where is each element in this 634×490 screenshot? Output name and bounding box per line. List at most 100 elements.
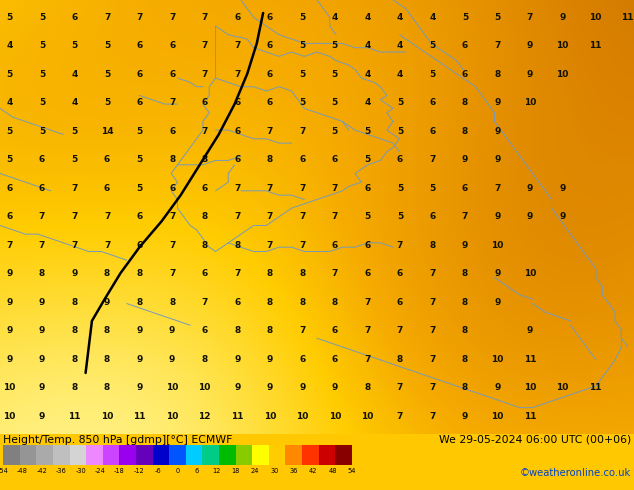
Text: 6: 6 xyxy=(234,13,240,22)
Text: 6: 6 xyxy=(39,155,45,164)
Text: 6: 6 xyxy=(365,270,370,278)
Text: 10: 10 xyxy=(557,383,569,392)
Text: 9: 9 xyxy=(559,184,566,193)
Text: 5: 5 xyxy=(299,41,306,50)
Text: -42: -42 xyxy=(37,468,48,474)
Text: 9: 9 xyxy=(299,383,306,392)
Text: 11: 11 xyxy=(231,412,243,421)
Text: 4: 4 xyxy=(364,70,371,79)
Text: 7: 7 xyxy=(39,241,45,250)
Text: 7: 7 xyxy=(202,127,208,136)
Text: 11: 11 xyxy=(589,383,602,392)
Text: 4: 4 xyxy=(397,41,403,50)
Text: 6: 6 xyxy=(39,184,45,193)
Text: 5: 5 xyxy=(397,212,403,221)
Text: -30: -30 xyxy=(75,468,86,474)
Text: 7: 7 xyxy=(202,70,208,79)
Text: 10: 10 xyxy=(296,412,309,421)
Text: 5: 5 xyxy=(397,184,403,193)
Bar xyxy=(186,445,202,465)
Text: 6: 6 xyxy=(267,41,273,50)
Text: 9: 9 xyxy=(495,98,501,107)
Text: 7: 7 xyxy=(332,270,338,278)
Text: 5: 5 xyxy=(462,13,468,22)
Text: 5: 5 xyxy=(299,13,306,22)
Text: 8: 8 xyxy=(202,212,208,221)
Text: 9: 9 xyxy=(495,155,501,164)
Text: 54: 54 xyxy=(347,468,356,474)
Text: 4: 4 xyxy=(6,98,13,107)
Text: 6: 6 xyxy=(397,155,403,164)
Text: 7: 7 xyxy=(332,184,338,193)
Text: 9: 9 xyxy=(6,326,13,335)
Text: 7: 7 xyxy=(397,241,403,250)
Text: 7: 7 xyxy=(495,41,501,50)
Text: 7: 7 xyxy=(104,241,110,250)
Text: 7: 7 xyxy=(397,412,403,421)
Text: 9: 9 xyxy=(234,355,240,364)
Bar xyxy=(36,445,53,465)
Bar xyxy=(136,445,153,465)
Text: 4: 4 xyxy=(332,13,338,22)
Text: 9: 9 xyxy=(527,212,533,221)
Text: 12: 12 xyxy=(198,412,211,421)
Text: 4: 4 xyxy=(397,70,403,79)
Text: 7: 7 xyxy=(266,184,273,193)
Text: 10: 10 xyxy=(166,383,178,392)
Text: 8: 8 xyxy=(72,383,78,392)
Text: 10: 10 xyxy=(101,412,113,421)
Text: 8: 8 xyxy=(462,270,468,278)
Text: 30: 30 xyxy=(270,468,278,474)
Text: 7: 7 xyxy=(169,98,176,107)
Text: 5: 5 xyxy=(495,13,501,22)
Text: 5: 5 xyxy=(6,13,13,22)
Text: 6: 6 xyxy=(72,13,78,22)
Text: 9: 9 xyxy=(6,355,13,364)
Text: 8: 8 xyxy=(72,298,78,307)
Text: 7: 7 xyxy=(495,184,501,193)
Text: 8: 8 xyxy=(202,155,208,164)
Text: 6: 6 xyxy=(234,98,240,107)
Text: 10: 10 xyxy=(491,412,503,421)
Text: 7: 7 xyxy=(299,184,306,193)
Text: 6: 6 xyxy=(429,98,436,107)
Text: 7: 7 xyxy=(397,326,403,335)
Text: 4: 4 xyxy=(397,13,403,22)
Text: 5: 5 xyxy=(429,70,436,79)
Text: 6: 6 xyxy=(136,212,143,221)
Text: 6: 6 xyxy=(234,127,240,136)
Text: 8: 8 xyxy=(39,270,45,278)
Text: 8: 8 xyxy=(234,241,240,250)
Bar xyxy=(169,445,186,465)
Text: 6: 6 xyxy=(332,241,338,250)
Text: -54: -54 xyxy=(0,468,9,474)
Text: 7: 7 xyxy=(462,212,468,221)
Bar xyxy=(302,445,319,465)
Text: 7: 7 xyxy=(169,270,176,278)
Text: 5: 5 xyxy=(39,13,45,22)
Text: 5: 5 xyxy=(299,70,306,79)
Text: 6: 6 xyxy=(169,127,176,136)
Text: 7: 7 xyxy=(429,270,436,278)
Text: 8: 8 xyxy=(202,241,208,250)
Text: 6: 6 xyxy=(195,468,199,474)
Text: 6: 6 xyxy=(104,155,110,164)
Text: 9: 9 xyxy=(559,13,566,22)
Text: 4: 4 xyxy=(364,13,371,22)
Text: 7: 7 xyxy=(39,212,45,221)
Text: 9: 9 xyxy=(39,412,45,421)
Bar xyxy=(252,445,269,465)
Text: 6: 6 xyxy=(6,184,13,193)
Text: 8: 8 xyxy=(429,241,436,250)
Text: 8: 8 xyxy=(104,383,110,392)
Text: 8: 8 xyxy=(267,298,273,307)
Text: 6: 6 xyxy=(169,70,176,79)
Text: 6: 6 xyxy=(234,298,240,307)
Text: 7: 7 xyxy=(364,355,371,364)
Text: -18: -18 xyxy=(114,468,125,474)
Text: -24: -24 xyxy=(94,468,105,474)
Text: 7: 7 xyxy=(429,298,436,307)
Text: -48: -48 xyxy=(17,468,28,474)
Text: 6: 6 xyxy=(267,98,273,107)
Text: 8: 8 xyxy=(267,326,273,335)
